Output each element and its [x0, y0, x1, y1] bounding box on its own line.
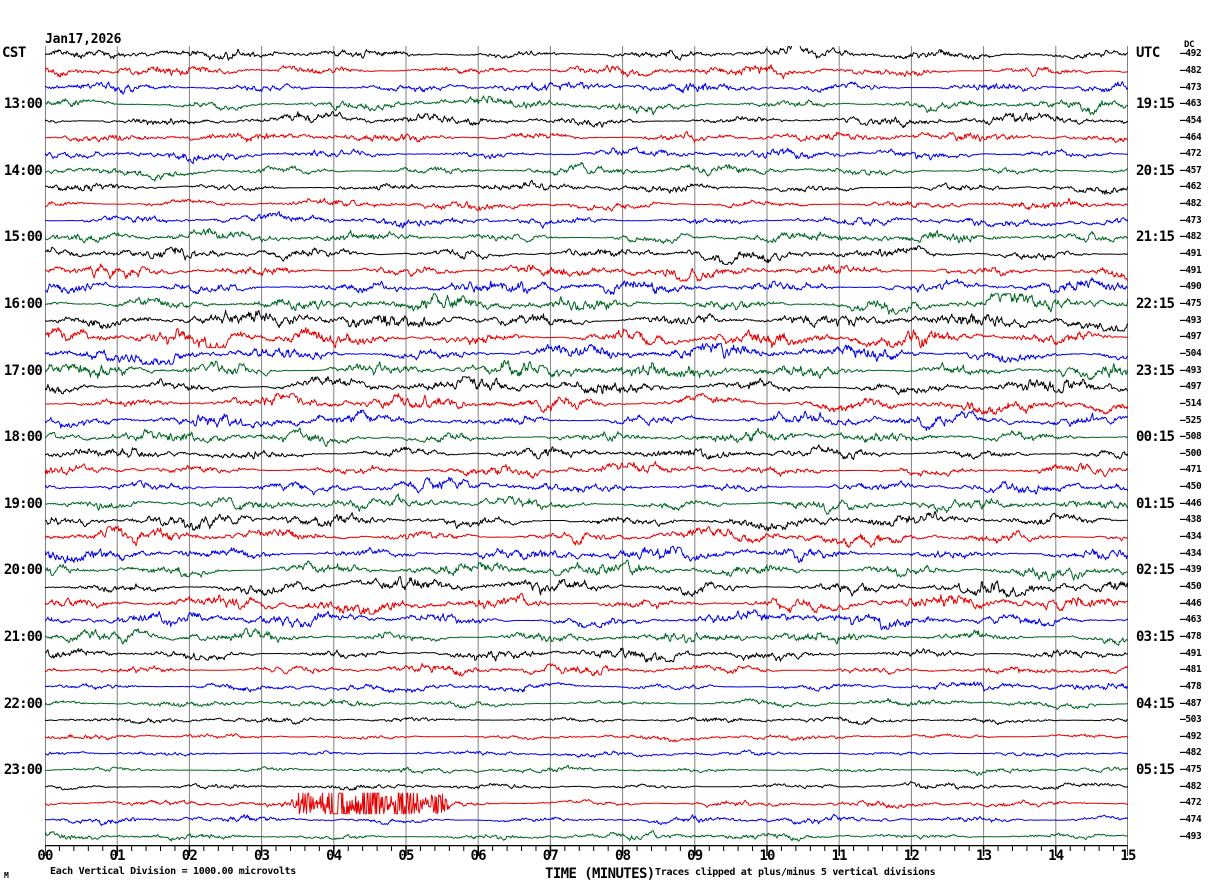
dc-value: –492: [1180, 730, 1202, 742]
dc-value: –446: [1180, 497, 1202, 509]
dc-value: –478: [1180, 680, 1202, 692]
dc-value: –493: [1180, 364, 1202, 376]
dc-value: –482: [1180, 747, 1202, 759]
dc-value: –472: [1180, 797, 1202, 809]
x-tick-label-09: 09: [687, 848, 703, 864]
dc-value: –493: [1180, 314, 1202, 326]
dc-value: –446: [1180, 597, 1202, 609]
dc-value: –457: [1180, 164, 1202, 176]
dc-value: –464: [1180, 131, 1202, 143]
x-tick-label-15: 15: [1120, 848, 1136, 864]
right-hour-label-1915: 19:15: [1136, 96, 1175, 113]
left-hour-label-1800: 18:00: [3, 429, 43, 446]
right-hour-label-0115: 01:15: [1136, 495, 1175, 512]
left-hour-label-1900: 19:00: [3, 495, 43, 512]
dc-value: –481: [1180, 664, 1202, 676]
dc-value: –450: [1180, 580, 1202, 592]
dc-value: –503: [1180, 714, 1202, 726]
dc-value: –473: [1180, 81, 1202, 93]
left-hour-label-2200: 22:00: [3, 695, 43, 712]
corner-mark: M: [4, 871, 9, 880]
dc-value: –497: [1180, 331, 1202, 343]
seismogram-plot[interactable]: [45, 46, 1128, 845]
left-hour-label-2000: 20:00: [3, 562, 43, 579]
right-hour-label-0415: 04:15: [1136, 695, 1175, 712]
header-date: Jan17,2026: [45, 32, 122, 48]
dc-value: –463: [1180, 98, 1202, 110]
dc-value: –491: [1180, 264, 1202, 276]
dc-value: –472: [1180, 148, 1202, 160]
right-hour-label-2315: 23:15: [1136, 362, 1175, 379]
x-tick-label-01: 01: [109, 848, 126, 864]
x-axis-title: TIME (MINUTES): [545, 866, 655, 882]
right-timezone-label: UTC: [1136, 45, 1160, 61]
dc-value: –482: [1180, 198, 1202, 210]
vertical-division-note: Each Vertical Division = 1000.00 microvo…: [50, 866, 296, 877]
x-tick-label-14: 14: [1048, 848, 1064, 864]
right-hour-label-0015: 00:15: [1136, 429, 1175, 446]
dc-value: –463: [1180, 614, 1202, 626]
dc-value: –450: [1180, 481, 1202, 493]
dc-value: –438: [1180, 514, 1202, 526]
x-axis-ticks: [44, 844, 1129, 856]
x-tick-label-05: 05: [398, 848, 414, 864]
x-tick-label-03: 03: [253, 848, 270, 864]
x-tick-label-12: 12: [903, 848, 920, 864]
dc-value: –482: [1180, 231, 1202, 243]
x-tick-label-07: 07: [542, 848, 559, 864]
dc-value: –471: [1180, 464, 1202, 476]
dc-value: –475: [1180, 298, 1202, 309]
dc-value: –462: [1180, 181, 1202, 193]
right-hour-label-2115: 21:15: [1136, 229, 1175, 246]
dc-value: –454: [1180, 114, 1202, 126]
dc-value: –434: [1180, 547, 1202, 559]
x-tick-label-00: 00: [37, 848, 53, 864]
dc-value: –474: [1180, 814, 1202, 826]
left-hour-label-1600: 16:00: [3, 296, 43, 312]
x-tick-label-08: 08: [614, 848, 631, 864]
right-hour-label-0215: 02:15: [1136, 562, 1175, 579]
dc-value: –478: [1180, 630, 1202, 642]
dc-value: –497: [1180, 381, 1202, 393]
right-hour-label-0315: 03:15: [1136, 628, 1175, 645]
x-tick-label-11: 11: [831, 848, 848, 864]
right-hour-label-2015: 20:15: [1136, 162, 1175, 179]
dc-value: –514: [1180, 397, 1202, 409]
dc-value: –493: [1180, 830, 1202, 842]
dc-value: –508: [1180, 431, 1202, 443]
dc-value: –492: [1180, 48, 1202, 60]
left-hour-label-2300: 23:00: [3, 762, 43, 779]
dc-value: –490: [1180, 281, 1202, 293]
dc-value: –439: [1180, 564, 1202, 576]
dc-value: –475: [1180, 764, 1202, 776]
left-hour-label-1300: 13:00: [3, 96, 43, 113]
dc-value: –473: [1180, 214, 1202, 226]
clipping-note: Traces clipped at plus/minus 5 vertical …: [655, 867, 936, 878]
x-tick-label-02: 02: [181, 848, 198, 864]
dc-value: –434: [1180, 531, 1202, 543]
dc-value: –504: [1180, 347, 1202, 359]
dc-value: –525: [1180, 414, 1202, 426]
left-hour-label-2100: 21:00: [3, 628, 43, 645]
x-tick-label-04: 04: [326, 848, 342, 864]
x-axis: [44, 844, 1129, 863]
left-hour-label-1700: 17:00: [3, 362, 43, 379]
dc-column-header: DC: [1184, 40, 1195, 50]
left-hour-label-1400: 14:00: [3, 162, 43, 179]
left-timezone-label: CST: [2, 45, 26, 61]
dc-value: –487: [1180, 697, 1202, 709]
dc-value: –491: [1180, 248, 1202, 260]
left-hour-label-1500: 15:00: [3, 229, 43, 246]
x-tick-label-10: 10: [759, 848, 775, 864]
seismogram-traces: [45, 46, 1128, 845]
dc-value: –491: [1180, 647, 1202, 659]
x-tick-label-13: 13: [975, 848, 992, 864]
right-hour-label-0515: 05:15: [1136, 762, 1175, 779]
x-tick-label-06: 06: [470, 848, 487, 864]
dc-value: –500: [1180, 447, 1202, 459]
dc-value: –482: [1180, 64, 1202, 76]
right-hour-label-2215: 22:15: [1136, 296, 1175, 312]
dc-value: –482: [1180, 780, 1202, 792]
